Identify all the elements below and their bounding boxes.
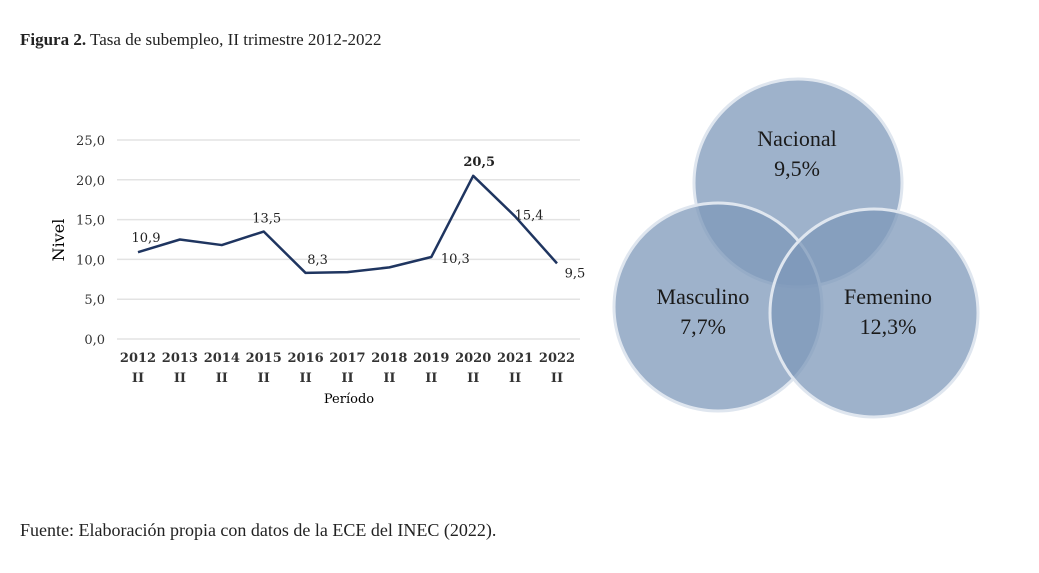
venn-set-value: 12,3% — [860, 314, 917, 339]
venn-set-name: Masculino — [657, 284, 750, 309]
y-tick-label: 15,0 — [76, 214, 105, 229]
data-label: 10,3 — [441, 252, 470, 267]
x-tick-label: 2013 — [162, 351, 198, 366]
data-line-series — [137, 174, 558, 275]
x-tick-label: 2012 — [120, 351, 156, 366]
x-tick-label: 2018 — [371, 351, 407, 366]
source-note: Fuente: Elaboración propia con datos de … — [20, 520, 497, 540]
y-tick-label: 5,0 — [84, 293, 105, 308]
x-tick-sublabel: II — [132, 371, 144, 386]
x-tick-sublabel: II — [300, 371, 312, 386]
data-label: 13,5 — [252, 212, 281, 227]
x-axis-label: Período — [324, 392, 374, 407]
x-tick-label: 2022 — [539, 351, 575, 366]
x-tick-label: 2016 — [288, 351, 324, 366]
x-tick-label: 2014 — [204, 351, 240, 366]
x-tick-sublabel: II — [216, 371, 228, 386]
data-label: 8,3 — [307, 253, 328, 268]
x-tick-sublabel: II — [551, 371, 563, 386]
data-label: 15,4 — [515, 208, 544, 223]
figure-number: Figura 2. — [20, 30, 87, 49]
venn-set-name: Femenino — [844, 284, 932, 309]
x-tick-label: 2021 — [497, 351, 533, 366]
data-label: 10,9 — [132, 231, 161, 246]
x-tick-sublabel: II — [383, 371, 395, 386]
venn-set-value: 9,5% — [774, 156, 820, 181]
figure-caption: Tasa de subempleo, II trimestre 2012-202… — [86, 30, 382, 49]
x-tick-label: 2017 — [329, 351, 365, 366]
y-axis-label: Nivel — [49, 219, 68, 262]
venn-set-name: Nacional — [757, 126, 836, 151]
venn-set-value: 7,7% — [680, 314, 726, 339]
x-tick-sublabel: II — [467, 371, 479, 386]
figure-title: Figura 2. Tasa de subempleo, II trimestr… — [20, 30, 382, 50]
x-tick-sublabel: II — [258, 371, 270, 386]
y-tick-label: 10,0 — [76, 253, 105, 268]
x-tick-label: 2019 — [413, 351, 449, 366]
data-label: 20,5 — [463, 155, 495, 170]
x-tick-label: 2020 — [455, 351, 491, 366]
y-tick-label: 20,0 — [76, 174, 105, 189]
x-tick-label: 2015 — [246, 351, 282, 366]
y-tick-label: 0,0 — [84, 333, 105, 348]
x-tick-sublabel: II — [174, 371, 186, 386]
x-tick-sublabel: II — [509, 371, 521, 386]
venn-circle-femenino — [768, 207, 980, 419]
x-tick-sublabel: II — [425, 371, 437, 386]
x-tick-sublabel: II — [341, 371, 353, 386]
y-tick-label: 25,0 — [76, 134, 105, 149]
data-label: 9,5 — [565, 266, 586, 281]
